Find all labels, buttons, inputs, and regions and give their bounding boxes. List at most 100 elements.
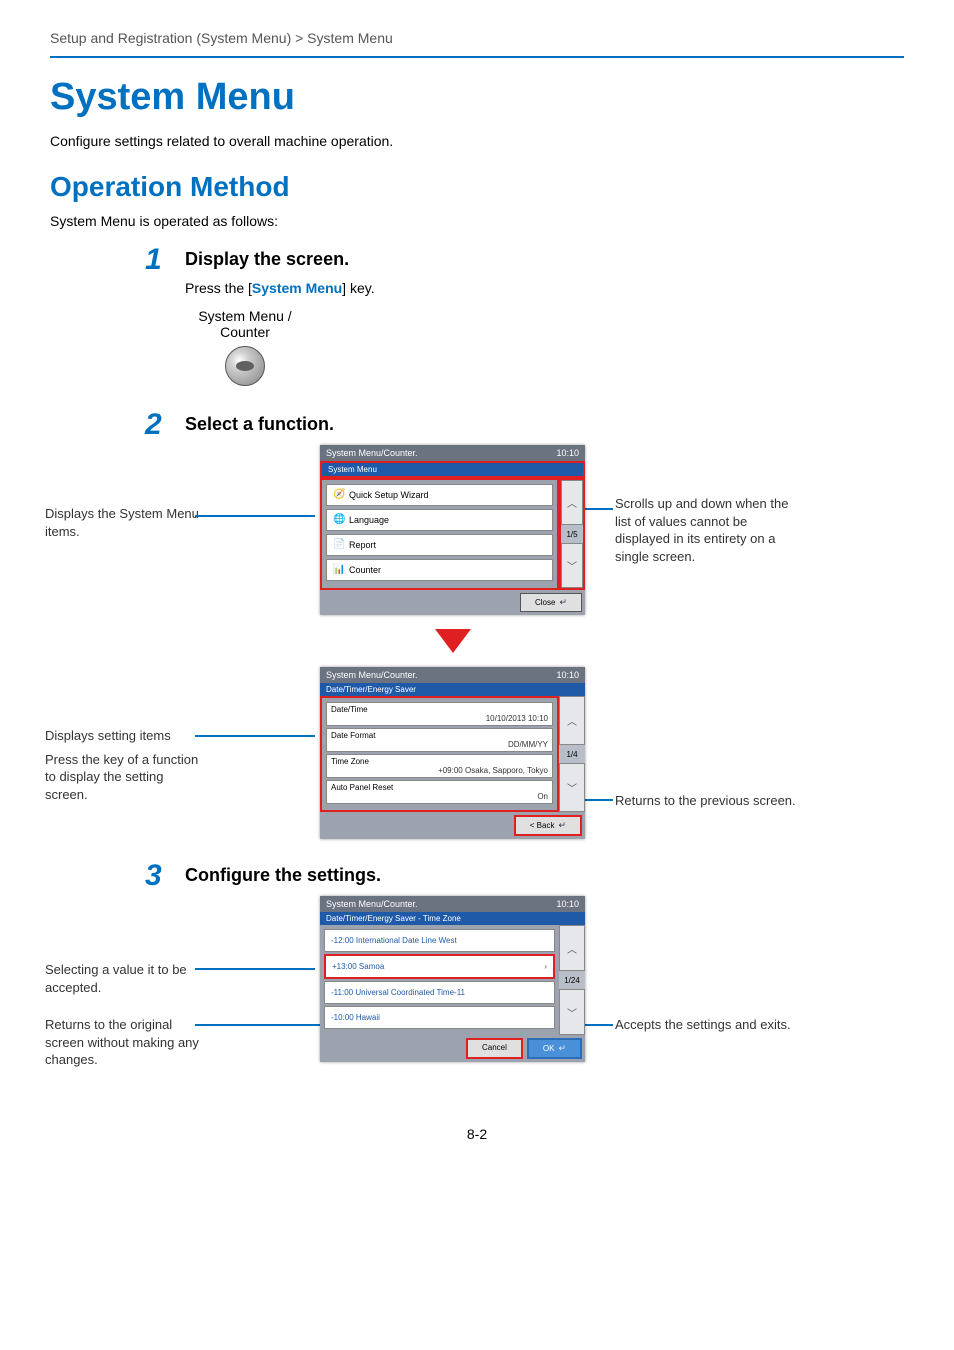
section-subtext: System Menu is operated as follows: (50, 213, 904, 229)
timezone-option[interactable]: -10:00 Hawaii (324, 1006, 555, 1029)
ok-button[interactable]: OK↵ (527, 1038, 582, 1059)
setting-item-date-format[interactable]: Date FormatDD/MM/YY (326, 728, 553, 752)
timezone-option[interactable]: -11:00 Universal Coordinated Time-11 (324, 981, 555, 1004)
menu-item-counter[interactable]: 📊 Counter (326, 559, 553, 581)
chevron-up-icon: ︿ (567, 713, 577, 728)
option-label: -11:00 Universal Coordinated Time-11 (331, 988, 465, 997)
scroll-up-button[interactable]: ︿ (559, 696, 585, 745)
scroll-area: ︿ 1/5 ﹀ (559, 478, 585, 590)
panel-header: System Menu/Counter. 10:10 (320, 445, 585, 461)
panel-subheader: Date/Timer/Energy Saver (320, 683, 585, 696)
return-icon: ↵ (558, 820, 566, 830)
callout-line (585, 799, 613, 801)
menu-item-report[interactable]: 📄 Report (326, 534, 553, 556)
cancel-button[interactable]: Cancel (466, 1038, 523, 1059)
timezone-option-selected[interactable]: +13:00 Samoa› (324, 954, 555, 979)
menu-items-area: 🧭Quick Setup Wizard 🌐 Language 📄 Report 📊 C… (320, 478, 559, 590)
body-text: Press the [ (185, 280, 252, 296)
page-indicator: 1/24 (559, 971, 585, 989)
menu-item-label: Counter (349, 565, 381, 575)
setting-label: Auto Panel Reset (331, 783, 548, 792)
setting-item-date-time[interactable]: Date/Time10/10/2013 10:10 (326, 702, 553, 726)
hardkey-label-line: Counter (220, 324, 270, 340)
panel-subheader: Date/Timer/Energy Saver - Time Zone (320, 912, 585, 925)
menu-item-label: Quick Setup Wizard (349, 490, 429, 500)
panel-header-title: System Menu/Counter. (326, 448, 418, 458)
callout-right: Scrolls up and down when the list of val… (615, 495, 805, 565)
setting-label: Date Format (331, 731, 548, 740)
system-menu-hardkey[interactable] (225, 346, 265, 386)
intro-text: Configure settings related to overall ma… (50, 133, 904, 149)
scroll-up-button[interactable]: ︿ (559, 925, 585, 971)
callout-right: Accepts the settings and exits. (615, 1016, 815, 1034)
timezone-option[interactable]: -12:00 International Date Line West (324, 929, 555, 952)
step-1: 1 Display the screen. Press the [System … (185, 249, 904, 386)
page-number: 8-2 (50, 1126, 904, 1142)
step-number: 2 (145, 408, 162, 442)
breadcrumb: Setup and Registration (System Menu) > S… (50, 30, 904, 58)
step-number: 1 (145, 243, 162, 277)
step-3: 3 Configure the settings. Selecting a va… (185, 865, 904, 1076)
hardkey-illustration: System Menu / Counter (185, 308, 904, 386)
setting-item-auto-reset[interactable]: Auto Panel ResetOn (326, 780, 553, 804)
scroll-up-button[interactable]: ︿ (561, 480, 583, 525)
hardkey-label-line: System Menu / (198, 308, 291, 324)
down-arrow-icon (435, 629, 471, 653)
menu-item-language[interactable]: 🌐 Language (326, 509, 553, 531)
step-number: 3 (145, 859, 162, 893)
back-button[interactable]: < Back↵ (514, 815, 582, 836)
scroll-down-button[interactable]: ﹀ (559, 989, 585, 1035)
setting-value: On (331, 792, 548, 801)
button-label: Close (535, 598, 555, 607)
chevron-up-icon: ︿ (567, 495, 577, 510)
timezone-list: -12:00 International Date Line West +13:… (320, 925, 559, 1035)
chevron-down-icon: ﹀ (567, 558, 577, 573)
menu-item-label: Report (349, 540, 376, 550)
touch-panel-system-menu: System Menu/Counter. 10:10 System Menu 🧭… (320, 445, 585, 615)
section-title: Operation Method (50, 171, 904, 203)
callout-line (195, 735, 315, 737)
button-label: OK (543, 1044, 555, 1053)
option-label: +13:00 Samoa (332, 962, 384, 971)
panel-footer: Close ↵ (320, 590, 585, 615)
touch-panel-timezone: System Menu/Counter. 10:10 Date/Timer/En… (320, 896, 585, 1062)
scroll-area: ︿ 1/4 ﹀ (559, 696, 585, 812)
close-button[interactable]: Close ↵ (520, 593, 582, 612)
hardkey-label: System Menu / Counter (185, 308, 305, 340)
report-icon: 📄 (333, 539, 345, 551)
counter-icon: 📊 (333, 564, 345, 576)
chevron-down-icon: ﹀ (567, 1005, 577, 1020)
body-text: ] key. (342, 280, 374, 296)
callout-left: Selecting a value it to be accepted. (45, 961, 200, 996)
setting-value: +09:00 Osaka, Sapporo, Tokyo (331, 766, 548, 775)
panel-header-title: System Menu/Counter. (326, 899, 418, 909)
return-icon: ↵ (558, 1043, 566, 1053)
setting-label: Date/Time (331, 705, 548, 714)
panel-header: System Menu/Counter. 10:10 (320, 896, 585, 912)
menu-item-label: Language (349, 515, 389, 525)
menu-item-quick-setup[interactable]: 🧭Quick Setup Wizard (326, 484, 553, 506)
globe-icon: 🌐 (333, 514, 345, 526)
callout-text: Displays setting items (45, 727, 205, 745)
panel-body: 🧭Quick Setup Wizard 🌐 Language 📄 Report 📊 C… (320, 478, 585, 590)
setting-label: Time Zone (331, 757, 548, 766)
panel-subheader: System Menu (320, 461, 585, 478)
step-body: Press the [System Menu] key. (185, 280, 904, 296)
keyword: System Menu (252, 280, 342, 296)
callout-left: Returns to the original screen without m… (45, 1016, 205, 1069)
return-icon: ↵ (559, 597, 567, 607)
scroll-down-button[interactable]: ﹀ (559, 763, 585, 812)
callout-line (195, 968, 315, 970)
option-label: -12:00 International Date Line West (331, 936, 457, 945)
setting-item-time-zone[interactable]: Time Zone+09:00 Osaka, Sapporo, Tokyo (326, 754, 553, 778)
button-label: < Back (530, 821, 555, 830)
chevron-up-icon: ︿ (567, 941, 577, 956)
panel-header-title: System Menu/Counter. (326, 670, 418, 680)
callout-line (195, 515, 315, 517)
callout-left: Displays the System Menu items. (45, 505, 215, 540)
scroll-down-button[interactable]: ﹀ (561, 543, 583, 588)
panel-header-time: 10:10 (556, 448, 579, 458)
page-title: System Menu (50, 76, 904, 119)
panel-header: System Menu/Counter. 10:10 (320, 667, 585, 683)
panel-body: -12:00 International Date Line West +13:… (320, 925, 585, 1035)
